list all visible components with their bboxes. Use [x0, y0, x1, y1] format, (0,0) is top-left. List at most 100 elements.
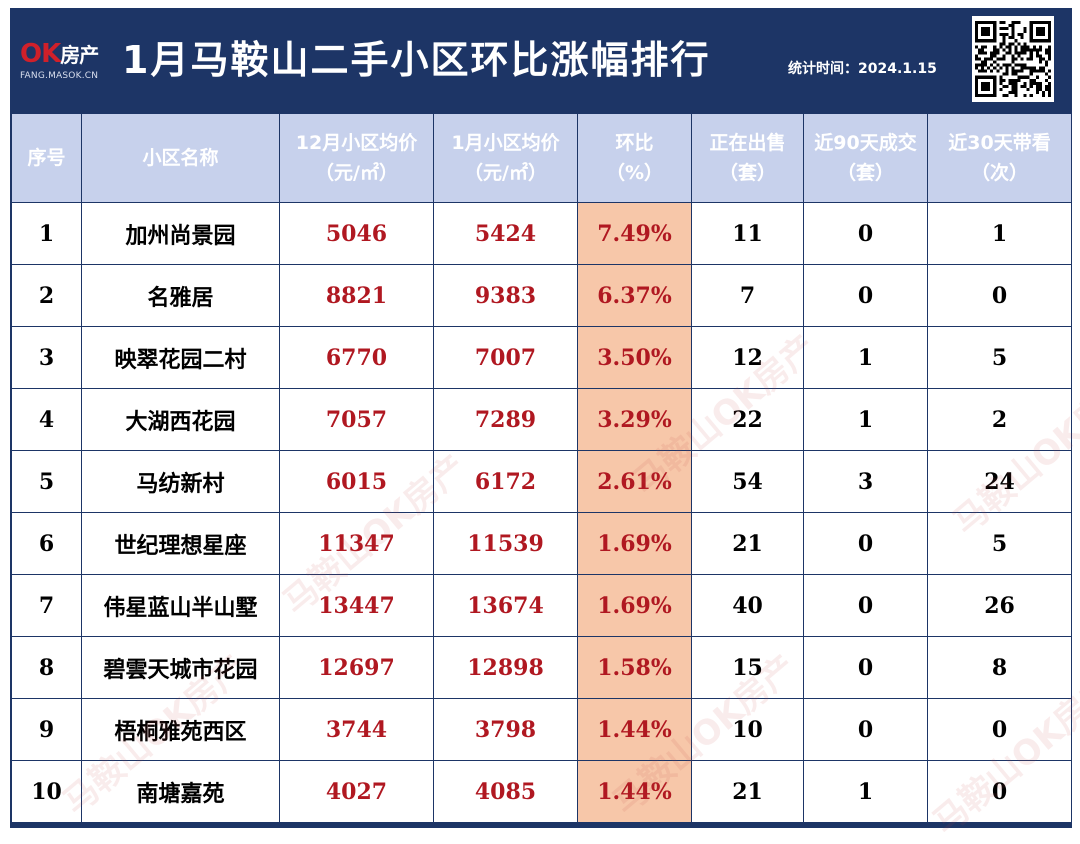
rank-cell: 3	[11, 326, 82, 389]
mom-change-cell: 3.50%	[577, 326, 692, 389]
page-title: 1月马鞍山二手小区环比涨幅排行	[122, 38, 711, 82]
column-header: 序号	[11, 113, 82, 203]
mom-change-cell: 1.44%	[577, 760, 692, 823]
views-30-cell: 5	[927, 326, 1072, 389]
dec-price-cell: 11347	[279, 512, 434, 575]
stat-date: 2024.1.15	[858, 61, 937, 77]
column-header-title: 正在出售	[709, 132, 786, 154]
deals-90-cell: 1	[803, 760, 928, 823]
column-header-title: 近30天带看	[948, 132, 1051, 154]
views-30-cell: 8	[927, 636, 1072, 699]
mom-change-cell: 1.44%	[577, 698, 692, 761]
poster-frame: OK房产 FANG.MASOK.CN 1月马鞍山二手小区环比涨幅排行 统计时间：…	[10, 8, 1080, 843]
column-header-title: 序号	[27, 147, 66, 169]
on-sale-cell: 40	[691, 574, 804, 637]
community-name-cell: 世纪理想星座	[81, 512, 280, 575]
mom-change-cell: 1.58%	[577, 636, 692, 699]
ranking-table: 序号 小区名称 12月小区均价 （元/㎡） 1月小区均价 （元/㎡） 环比 （%） 正在出售 （套…	[11, 113, 1072, 823]
views-30-cell: 2	[927, 388, 1072, 451]
table-body: 1 加州尚景园 5046 5424 7.49% 11 0 1 2 名雅居 8821 9383 6.37%…	[11, 202, 1072, 823]
community-name-cell: 加州尚景园	[81, 202, 280, 265]
deals-90-cell: 0	[803, 202, 928, 265]
column-header: 1月小区均价 （元/㎡）	[433, 113, 578, 203]
deals-90-cell: 1	[803, 388, 928, 451]
table-row: 4 大湖西花园 7057 7289 3.29% 22 1 2	[11, 388, 1072, 451]
dec-price-cell: 6770	[279, 326, 434, 389]
on-sale-cell: 10	[691, 698, 804, 761]
views-30-cell: 0	[927, 264, 1072, 327]
on-sale-cell: 54	[691, 450, 804, 513]
jan-price-cell: 3798	[433, 698, 578, 761]
jan-price-cell: 5424	[433, 202, 578, 265]
header-bar: OK房产 FANG.MASOK.CN 1月马鞍山二手小区环比涨幅排行 统计时间：…	[10, 8, 1072, 112]
community-name-cell: 伟星蓝山半山墅	[81, 574, 280, 637]
dec-price-cell: 6015	[279, 450, 434, 513]
views-30-cell: 0	[927, 698, 1072, 761]
logo-mark: OK房产	[20, 40, 120, 69]
table-row: 9 梧桐雅苑西区 3744 3798 1.44% 10 0 0	[11, 698, 1072, 761]
logo-fangchan: 房产	[60, 43, 99, 67]
community-name-cell: 映翠花园二村	[81, 326, 280, 389]
column-header-title: 12月小区均价	[295, 132, 418, 154]
logo-ok: OK	[20, 39, 61, 69]
table-row: 2 名雅居 8821 9383 6.37% 7 0 0	[11, 264, 1072, 327]
rank-cell: 7	[11, 574, 82, 637]
on-sale-cell: 22	[691, 388, 804, 451]
dec-price-cell: 4027	[279, 760, 434, 823]
stat-label: 统计时间：	[788, 61, 858, 77]
views-30-cell: 1	[927, 202, 1072, 265]
dec-price-cell: 12697	[279, 636, 434, 699]
jan-price-cell: 7289	[433, 388, 578, 451]
deals-90-cell: 0	[803, 574, 928, 637]
dec-price-cell: 5046	[279, 202, 434, 265]
column-header-unit: （%）	[605, 162, 664, 184]
stat-time: 统计时间：2024.1.15	[788, 58, 937, 78]
column-header: 12月小区均价 （元/㎡）	[279, 113, 434, 203]
logo-domain: FANG.MASOK.CN	[20, 71, 99, 81]
table-row: 1 加州尚景园 5046 5424 7.49% 11 0 1	[11, 202, 1072, 265]
community-name-cell: 马纺新村	[81, 450, 280, 513]
jan-price-cell: 12898	[433, 636, 578, 699]
rank-cell: 6	[11, 512, 82, 575]
deals-90-cell: 0	[803, 698, 928, 761]
column-header-title: 1月小区均价	[451, 132, 560, 154]
table-row: 7 伟星蓝山半山墅 13447 13674 1.69% 40 0 26	[11, 574, 1072, 637]
on-sale-cell: 11	[691, 202, 804, 265]
column-header: 近90天成交 （套）	[803, 113, 928, 203]
column-header-unit: （次）	[970, 162, 1028, 184]
jan-price-cell: 4085	[433, 760, 578, 823]
rank-cell: 2	[11, 264, 82, 327]
on-sale-cell: 21	[691, 512, 804, 575]
column-header-unit: （套）	[718, 162, 776, 184]
column-header-title: 环比	[615, 132, 654, 154]
mom-change-cell: 1.69%	[577, 512, 692, 575]
jan-price-cell: 11539	[433, 512, 578, 575]
column-header-unit: （套）	[836, 162, 894, 184]
rank-cell: 4	[11, 388, 82, 451]
table-row: 6 世纪理想星座 11347 11539 1.69% 21 0 5	[11, 512, 1072, 575]
table-header-row: 序号 小区名称 12月小区均价 （元/㎡） 1月小区均价 （元/㎡） 环比 （%） 正在出售 （套…	[11, 113, 1072, 203]
column-header-unit: （元/㎡）	[464, 162, 547, 184]
dec-price-cell: 8821	[279, 264, 434, 327]
mom-change-cell: 6.37%	[577, 264, 692, 327]
deals-90-cell: 0	[803, 636, 928, 699]
rank-cell: 5	[11, 450, 82, 513]
mom-change-cell: 1.69%	[577, 574, 692, 637]
on-sale-cell: 21	[691, 760, 804, 823]
rank-cell: 1	[11, 202, 82, 265]
table-row: 5 马纺新村 6015 6172 2.61% 54 3 24	[11, 450, 1072, 513]
mom-change-cell: 3.29%	[577, 388, 692, 451]
on-sale-cell: 15	[691, 636, 804, 699]
deals-90-cell: 0	[803, 512, 928, 575]
brand-logo: OK房产 FANG.MASOK.CN	[20, 40, 120, 84]
community-name-cell: 梧桐雅苑西区	[81, 698, 280, 761]
views-30-cell: 0	[927, 760, 1072, 823]
community-name-cell: 南塘嘉苑	[81, 760, 280, 823]
deals-90-cell: 1	[803, 326, 928, 389]
deals-90-cell: 3	[803, 450, 928, 513]
deals-90-cell: 0	[803, 264, 928, 327]
rank-cell: 10	[11, 760, 82, 823]
mom-change-cell: 2.61%	[577, 450, 692, 513]
dec-price-cell: 7057	[279, 388, 434, 451]
views-30-cell: 24	[927, 450, 1072, 513]
